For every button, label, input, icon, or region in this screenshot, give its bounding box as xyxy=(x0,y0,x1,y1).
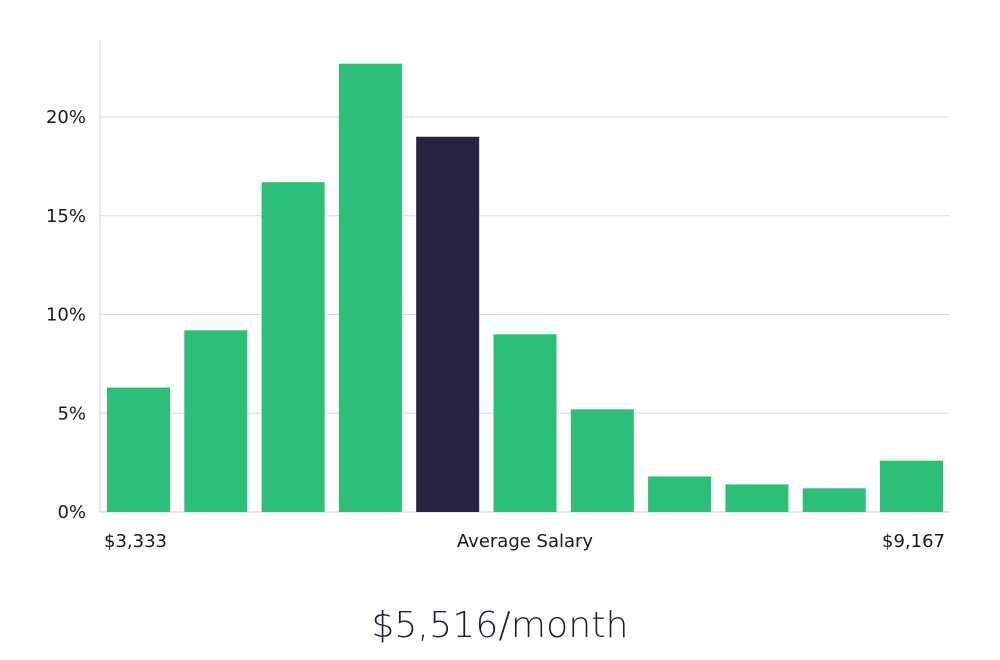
y-tick-label-0: 0% xyxy=(57,502,86,523)
bars xyxy=(107,63,943,513)
x-label-min: $3,333 xyxy=(104,531,167,552)
y-tick-label-3: 15% xyxy=(46,206,86,227)
salary-histogram: 0% 5% 10% 15% 20% $3,333 Average Salary $9,1… xyxy=(46,40,950,552)
bar-3 xyxy=(338,63,402,513)
y-tick-label-2: 10% xyxy=(46,305,86,326)
bar-10 xyxy=(880,460,943,512)
y-tick-labels: 0% 5% 10% 15% 20% xyxy=(46,107,86,523)
bar-average xyxy=(416,136,480,512)
bar-1 xyxy=(184,330,248,512)
x-label-max: $9,167 xyxy=(882,531,945,552)
y-tick-label-1: 5% xyxy=(57,403,86,424)
x-label-average: Average Salary xyxy=(457,531,594,552)
average-salary-caption: $5,516/month xyxy=(371,605,629,646)
bar-5 xyxy=(493,334,557,512)
bar-6 xyxy=(570,409,634,512)
bar-8 xyxy=(725,484,789,512)
bar-2 xyxy=(261,182,325,513)
bar-9 xyxy=(802,488,866,512)
bar-7 xyxy=(648,476,712,512)
bar-0 xyxy=(107,387,170,512)
y-tick-label-4: 20% xyxy=(46,107,86,128)
